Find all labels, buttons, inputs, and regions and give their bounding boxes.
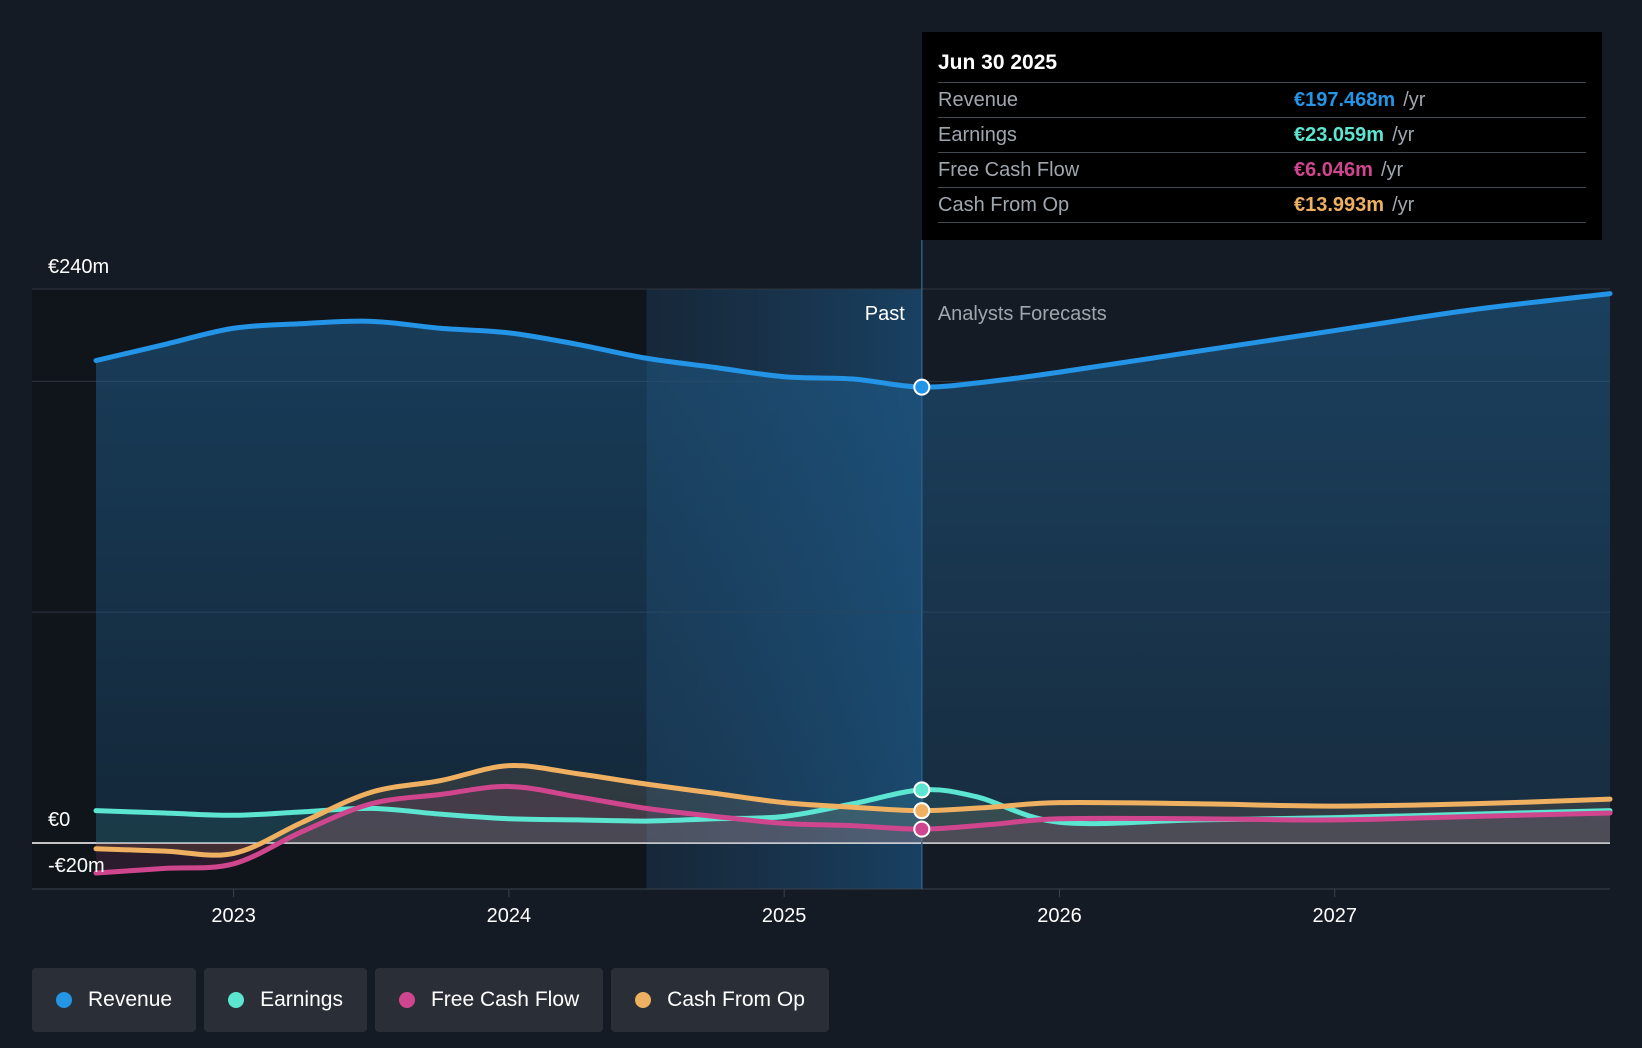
earnings-area (96, 789, 1610, 843)
free-cash-flow-area (96, 786, 1610, 874)
x-tick-label: 2026 (1037, 905, 1082, 927)
tooltip: Jun 30 2025 Revenue €197.468m /yr Earnin… (922, 32, 1602, 240)
y-axis-label: €240m (48, 256, 109, 278)
legend-label: Earnings (260, 988, 343, 1011)
tooltip-value: €197.468m (1294, 88, 1396, 111)
free-cash-flow-marker (913, 820, 931, 838)
revenue-marker (913, 378, 931, 396)
tooltip-value: €13.993m (1294, 193, 1385, 216)
past-label: Past (865, 303, 905, 325)
legend-label: Cash From Op (667, 988, 805, 1011)
tooltip-unit: /yr (1392, 193, 1415, 216)
tooltip-row-revenue: Revenue €197.468m /yr (938, 82, 1586, 117)
free-cash-flow-line (93, 783, 1613, 876)
tooltip-label: Revenue (938, 88, 1019, 111)
tooltip-label: Cash From Op (938, 193, 1070, 216)
legend-item-revenue[interactable]: Revenue (32, 968, 197, 1032)
legend-item-free-cash-flow[interactable]: Free Cash Flow (374, 968, 604, 1032)
tooltip-date: Jun 30 2025 (938, 51, 1058, 74)
x-tick-label: 2027 (1312, 905, 1357, 927)
tooltip-value: €6.046m (1294, 158, 1373, 181)
tooltip-value: €23.059m (1294, 123, 1385, 146)
legend-dot-icon (228, 992, 245, 1008)
cash-from-op-marker (913, 802, 931, 820)
tooltip-row-earnings: Earnings €23.059m /yr (938, 117, 1586, 152)
y-axis-label: €0 (48, 809, 70, 831)
legend-item-cash-from-op[interactable]: Cash From Op (611, 968, 829, 1032)
revenue-line (93, 291, 1613, 390)
legend-dot-icon (635, 992, 652, 1008)
chart-svg: €240m €0 -€20m 2023 2024 2025 2026 2027 Past Anal… (32, 240, 1613, 927)
x-tick-label: 2025 (762, 905, 807, 927)
legend-item-earnings[interactable]: Earnings (204, 968, 367, 1032)
x-tick-label: 2024 (487, 905, 532, 927)
tooltip-row-free-cash-flow: Free Cash Flow €6.046m /yr (938, 152, 1586, 187)
revenue-area (96, 293, 1610, 843)
tooltip-label: Earnings (938, 123, 1017, 146)
tooltip-row-cash-from-op: Cash From Op €13.993m /yr (938, 187, 1586, 223)
earnings-marker (913, 781, 931, 799)
legend-dot-icon (398, 992, 415, 1008)
x-tick-label: 2023 (211, 905, 256, 927)
forecast-label: Analysts Forecasts (938, 303, 1107, 325)
legend-label: Revenue (88, 988, 173, 1011)
legend: Revenue Earnings Free Cash Flow Cash Fro… (32, 968, 829, 1032)
cash-from-op-line (93, 763, 1613, 858)
tooltip-label: Free Cash Flow (938, 158, 1080, 181)
tooltip-unit: /yr (1380, 158, 1404, 181)
legend-label: Free Cash Flow (430, 988, 580, 1011)
y-axis-label: -€20m (48, 855, 105, 877)
chart-area: €240m €0 -€20m 2023 2024 2025 2026 2027 Past Anal… (32, 32, 1613, 927)
tooltip-unit: /yr (1403, 88, 1426, 111)
tooltip-unit: /yr (1392, 123, 1415, 146)
legend-dot-icon (56, 992, 72, 1008)
